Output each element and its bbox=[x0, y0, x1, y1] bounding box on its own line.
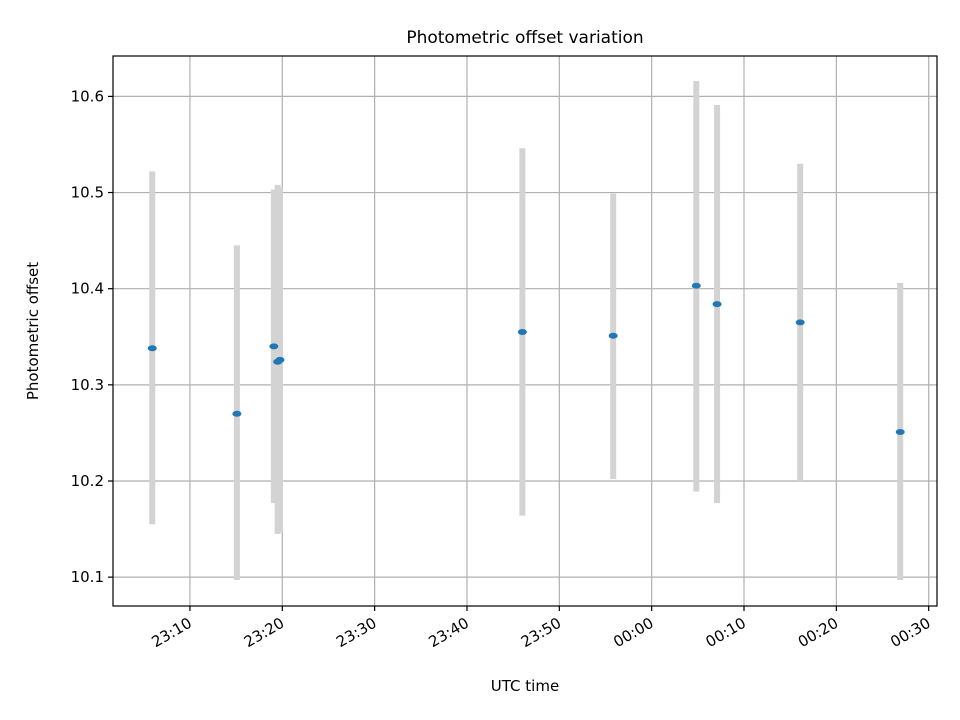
plot-frame bbox=[112, 55, 938, 607]
y-tick-label: 10.5 bbox=[71, 184, 104, 202]
data-point bbox=[517, 328, 527, 335]
data-point bbox=[608, 332, 618, 339]
data-point bbox=[795, 319, 805, 326]
y-tick-label: 10.1 bbox=[71, 568, 104, 586]
point-layer bbox=[147, 282, 905, 435]
data-point bbox=[232, 410, 242, 417]
y-tick-label: 10.2 bbox=[71, 472, 104, 490]
y-tick-label: 10.3 bbox=[71, 376, 104, 394]
data-point bbox=[712, 301, 722, 308]
data-point bbox=[275, 356, 285, 363]
y-tick-label: 10.6 bbox=[71, 87, 104, 105]
data-point bbox=[269, 343, 279, 350]
data-point bbox=[691, 282, 701, 289]
data-point bbox=[147, 345, 157, 352]
y-tick-label: 10.4 bbox=[71, 280, 104, 298]
x-axis-title: UTC time bbox=[491, 677, 559, 695]
y-axis-title: Photometric offset bbox=[24, 262, 42, 400]
chart-title: Photometric offset variation bbox=[406, 28, 643, 48]
data-point bbox=[895, 428, 905, 435]
